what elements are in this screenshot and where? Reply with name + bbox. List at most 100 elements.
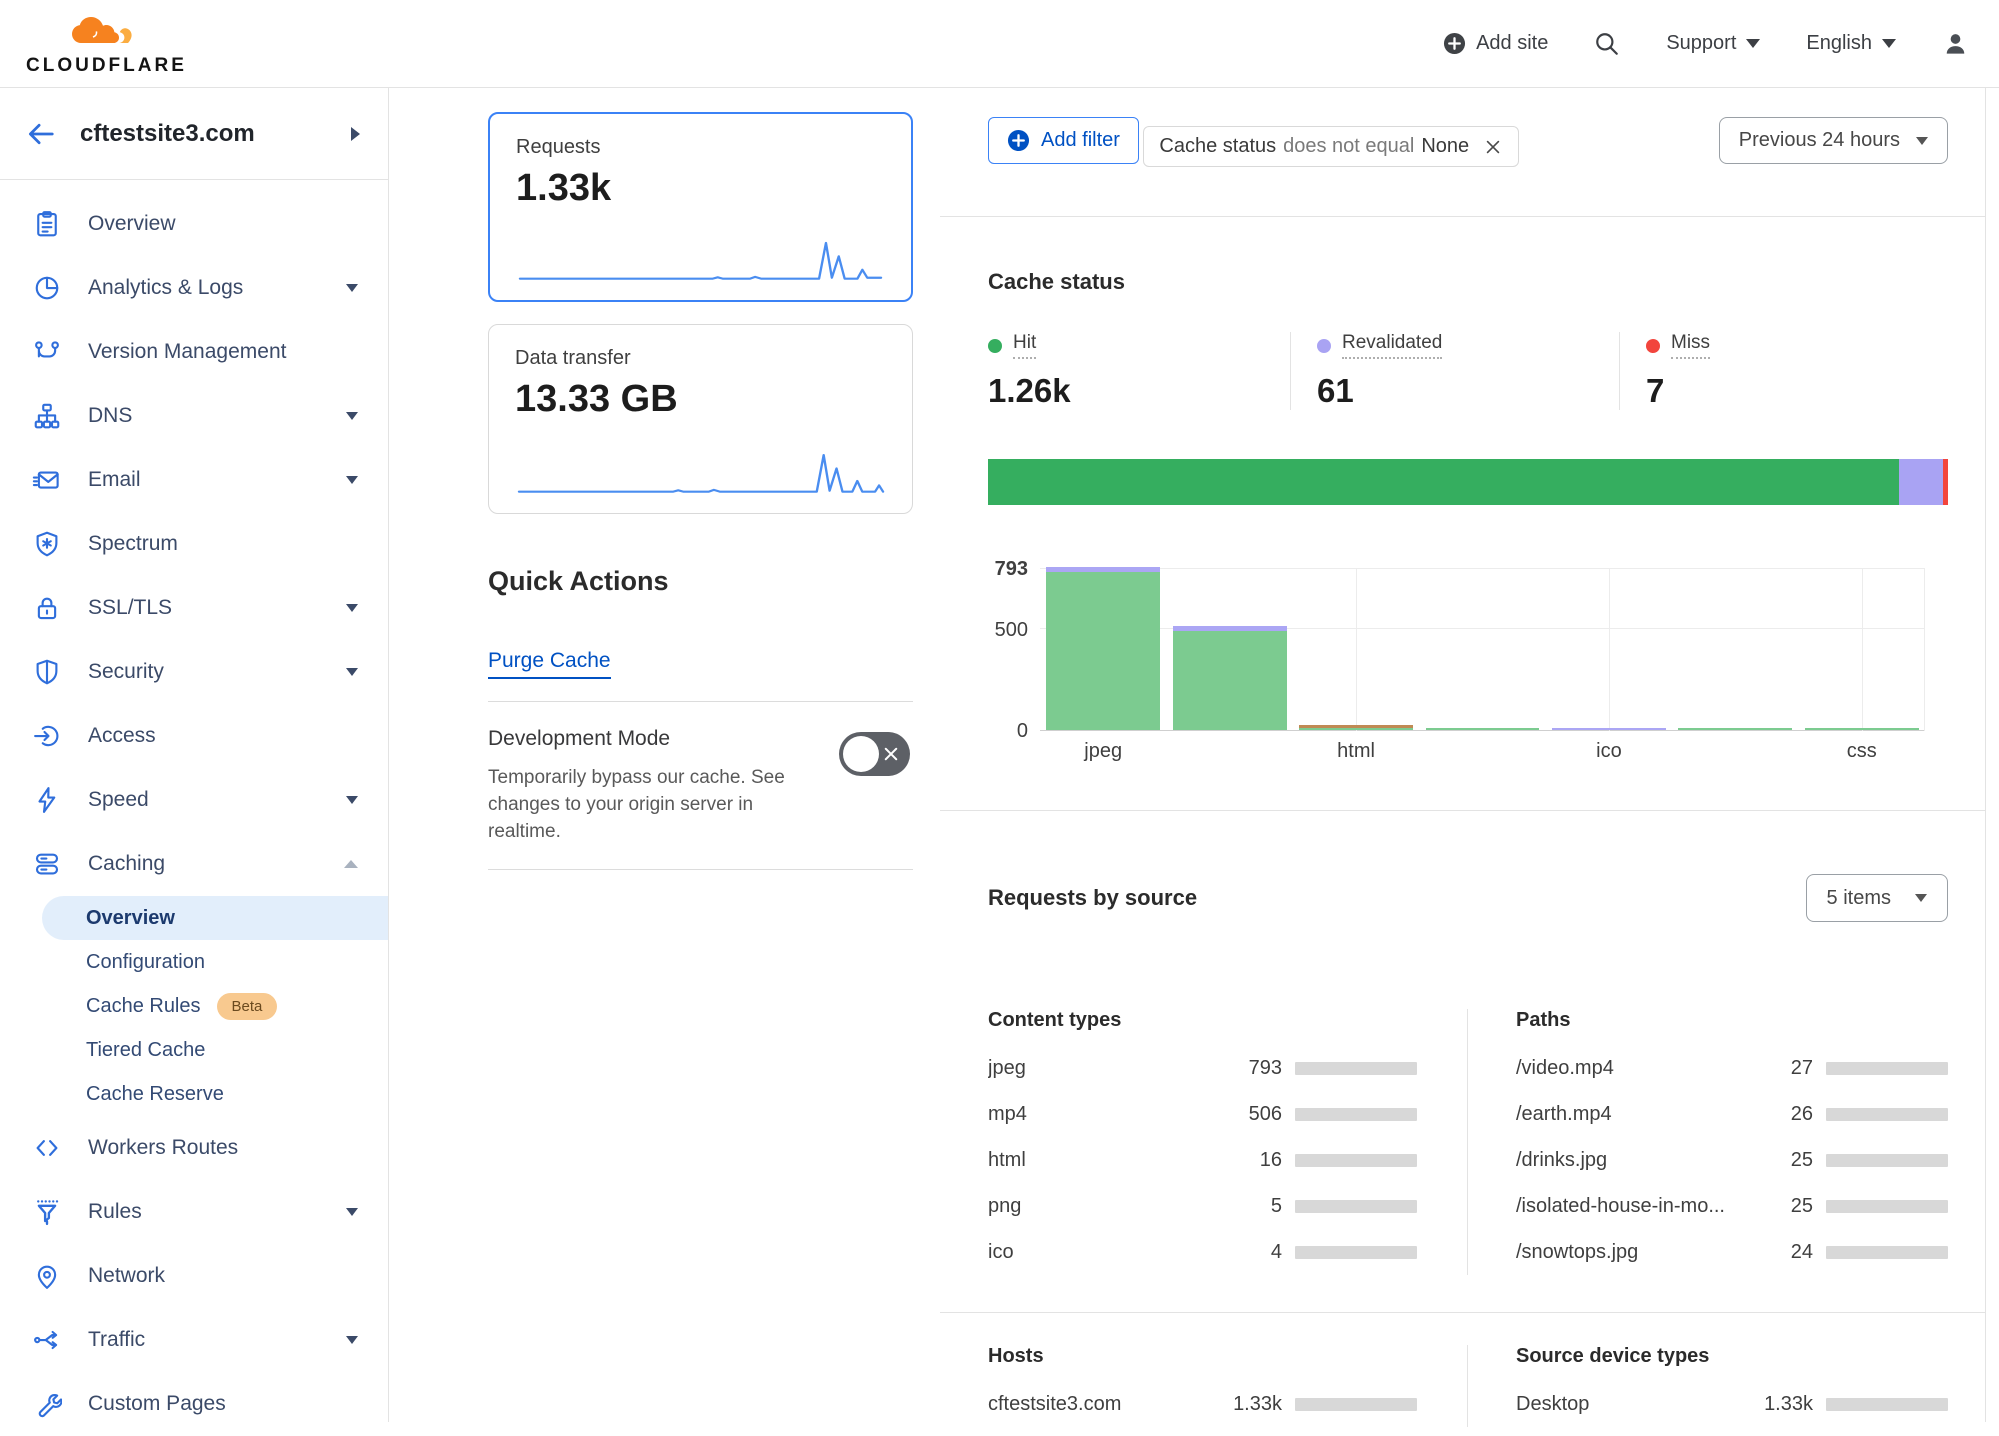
gridline: [1040, 730, 1925, 731]
items-count-label: 5 items: [1826, 886, 1891, 909]
cache-status-title: Cache status: [988, 269, 1125, 294]
map-pin-icon: [32, 1261, 62, 1291]
sidebar-item-spectrum[interactable]: Spectrum: [0, 512, 388, 576]
account-button[interactable]: [1942, 30, 1969, 57]
sidebar-item-analytics-logs[interactable]: Analytics & Logs: [0, 256, 388, 320]
shield-icon: [32, 657, 62, 687]
sidebar-item-version-management[interactable]: Version Management: [0, 320, 388, 384]
table-row[interactable]: mp4 506: [988, 1091, 1417, 1137]
back-arrow-icon[interactable]: [26, 119, 56, 149]
table-row[interactable]: ico 4: [988, 1229, 1417, 1275]
chart-bar-ico[interactable]: [1552, 728, 1666, 730]
row-value: 16: [1259, 1148, 1282, 1171]
table-row[interactable]: jpeg 793: [988, 1045, 1417, 1091]
gridline: [1356, 568, 1358, 731]
sidebar-item-traffic[interactable]: Traffic: [0, 1308, 388, 1372]
table-row[interactable]: /snowtops.jpg 24: [1516, 1229, 1948, 1275]
table-row[interactable]: png 5: [988, 1183, 1417, 1229]
requests-by-source-header: Requests by source 5 items: [988, 863, 1948, 933]
table-row[interactable]: cftestsite3.com 1.33k: [988, 1381, 1417, 1427]
sidebar-item-network[interactable]: Network: [0, 1244, 388, 1308]
table-row[interactable]: /drinks.jpg 25: [1516, 1137, 1948, 1183]
row-value: 506: [1248, 1102, 1282, 1125]
add-site-button[interactable]: Add site: [1443, 32, 1548, 55]
subitem-cache-reserve[interactable]: Cache Reserve: [42, 1072, 388, 1116]
bar-segment-hit: [1425, 728, 1540, 730]
requests-metric-card[interactable]: Requests 1.33k: [488, 112, 913, 302]
chart-bar-css[interactable]: [1804, 728, 1919, 730]
sidebar-item-label: SSL/TLS: [88, 596, 173, 619]
chevron-up-icon: [344, 860, 358, 868]
miss-label[interactable]: Miss: [1671, 332, 1711, 359]
cache-status-stacked-bar: [988, 459, 1948, 505]
search-button[interactable]: [1594, 31, 1620, 57]
sidebar-item-rules[interactable]: Rules: [0, 1180, 388, 1244]
table-row[interactable]: html 16: [988, 1137, 1417, 1183]
subitem-cache-rules[interactable]: Cache Rules Beta: [42, 984, 388, 1028]
hit-label[interactable]: Hit: [1013, 332, 1037, 359]
subitem-caching-overview[interactable]: Overview: [42, 896, 388, 940]
site-name[interactable]: cftestsite3.com: [80, 119, 255, 147]
caching-submenu: Overview Configuration Cache Rules Beta …: [0, 896, 388, 1116]
row-label: cftestsite3.com: [988, 1392, 1122, 1415]
clipboard-icon: [32, 209, 62, 239]
sidebar-item-access[interactable]: Access: [0, 704, 388, 768]
sidebar-item-overview[interactable]: Overview: [0, 192, 388, 256]
remove-filter-button[interactable]: [1483, 137, 1503, 157]
filter-chip[interactable]: Cache status does not equal None: [1143, 126, 1520, 167]
items-count-dropdown[interactable]: 5 items: [1805, 874, 1948, 922]
add-filter-button[interactable]: Add filter: [988, 117, 1139, 164]
row-value: 5: [1270, 1194, 1282, 1217]
sidebar-item-speed[interactable]: Speed: [0, 768, 388, 832]
sidebar-site-header: cftestsite3.com: [0, 88, 388, 180]
language-menu[interactable]: English: [1806, 32, 1896, 55]
hit-value: 1.26k: [988, 372, 1071, 409]
table-row[interactable]: /video.mp4 27: [1516, 1045, 1948, 1091]
y-tick-max: 793: [994, 558, 1028, 580]
time-range-dropdown[interactable]: Previous 24 hours: [1718, 117, 1948, 164]
development-mode-section: Development Mode Temporarily bypass our …: [488, 702, 913, 871]
sidebar-item-email[interactable]: Email: [0, 448, 388, 512]
gridline: [1924, 568, 1925, 731]
chart-bar-mp4[interactable]: [1172, 626, 1287, 730]
table-row[interactable]: /isolated-house-in-mo... 25: [1516, 1183, 1948, 1229]
chart-bar-png[interactable]: [1425, 728, 1540, 730]
revalidated-label[interactable]: Revalidated: [1342, 332, 1443, 359]
chevron-down-icon: [1915, 894, 1927, 902]
row-bar-track: [1826, 1245, 1948, 1259]
analytics-panel: Add filter Cache status does not equal N…: [940, 88, 1986, 1427]
gridline: [1040, 628, 1925, 630]
chevron-right-icon[interactable]: [351, 126, 360, 141]
sidebar-item-label: Security: [88, 660, 164, 683]
row-value: 24: [1790, 1240, 1813, 1263]
sidebar-item-label: Caching: [88, 852, 166, 875]
table-row[interactable]: Desktop 1.33k: [1516, 1381, 1948, 1427]
row-bar-track: [1295, 1107, 1417, 1121]
filter-group: Add filter Cache status does not equal N…: [988, 117, 1520, 176]
subitem-configuration[interactable]: Configuration: [42, 940, 388, 984]
subitem-label: Tiered Cache: [86, 1038, 206, 1061]
development-mode-toggle[interactable]: [839, 732, 910, 777]
chart-bar-other[interactable]: [1678, 728, 1793, 730]
purge-cache-link[interactable]: Purge Cache: [488, 649, 611, 680]
sidebar-item-custom-pages[interactable]: Custom Pages: [0, 1372, 388, 1436]
divider: [488, 869, 913, 871]
bar-segment-revalidated: [1046, 567, 1161, 572]
sidebar-item-workers-routes[interactable]: Workers Routes: [0, 1116, 388, 1180]
table-row[interactable]: /earth.mp4 26: [1516, 1091, 1948, 1137]
y-tick-mid: 500: [994, 619, 1028, 641]
cloudflare-logo: CLOUDFLARE: [26, 13, 187, 75]
sidebar-item-caching[interactable]: Caching: [0, 832, 388, 896]
data-transfer-metric-card[interactable]: Data transfer 13.33 GB: [488, 324, 913, 514]
subitem-tiered-cache[interactable]: Tiered Cache: [42, 1028, 388, 1072]
support-menu[interactable]: Support: [1666, 32, 1761, 55]
sidebar-item-security[interactable]: Security: [0, 640, 388, 704]
chevron-down-icon: [346, 284, 358, 292]
wrench-icon: [32, 1389, 63, 1419]
chevron-down-icon: [1746, 39, 1761, 48]
chart-bar-html[interactable]: [1299, 725, 1413, 730]
sidebar-item-ssl-tls[interactable]: SSL/TLS: [0, 576, 388, 640]
legend-miss: Miss 7: [1619, 332, 1948, 410]
chart-bar-jpeg[interactable]: [1046, 567, 1161, 730]
sidebar-item-dns[interactable]: DNS: [0, 384, 388, 448]
